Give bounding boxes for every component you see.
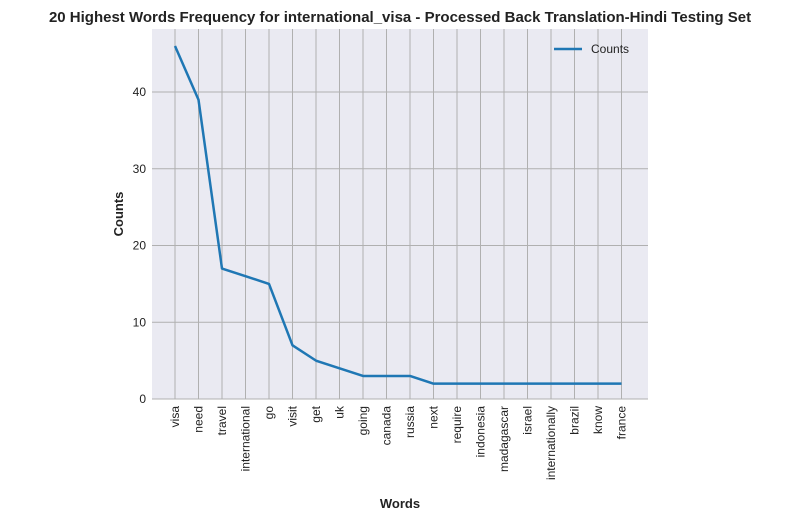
x-tick-label: visit: [286, 405, 300, 426]
y-tick-label: 30: [133, 162, 147, 176]
x-tick-label: get: [309, 405, 323, 422]
legend-label-counts: Counts: [591, 42, 629, 56]
y-axis-label: Counts: [111, 192, 126, 237]
y-gridlines: [152, 91, 648, 323]
x-tick-label: next: [427, 405, 441, 428]
x-tick-label: know: [591, 406, 605, 434]
x-tick-label: madagascar: [497, 406, 511, 472]
series-line-counts: [173, 45, 622, 385]
y-tick-label: 0: [139, 392, 146, 406]
x-gridlines: [174, 29, 622, 399]
x-tick-label: international: [239, 406, 253, 471]
x-tick-label: indonesia: [474, 406, 488, 458]
x-tick-label: going: [356, 406, 370, 435]
y-tick-label: 40: [133, 85, 147, 99]
x-tick-label: require: [450, 406, 464, 444]
x-tick-labels: visa need travel international go visit get uk g…: [168, 405, 629, 480]
plot-area: [152, 29, 648, 399]
x-tick-label: visa: [168, 406, 182, 428]
x-tick-label: canada: [380, 406, 394, 446]
y-tick-label: 10: [133, 315, 147, 329]
x-tick-label: brazil: [568, 406, 582, 435]
x-tick-label: need: [192, 406, 206, 433]
legend: Counts: [554, 42, 629, 56]
chart-title: 20 Highest Words Frequency for internati…: [49, 9, 751, 26]
x-tick-label: go: [262, 406, 276, 420]
y-tick-labels: 0 10 20 30 40: [133, 85, 147, 406]
y-tick-label: 20: [133, 239, 147, 253]
x-tick-label: france: [615, 406, 629, 440]
x-tick-label: uk: [333, 405, 347, 419]
x-tick-label: internationally: [544, 406, 558, 480]
data-points: [174, 45, 622, 384]
x-axis-label: Words: [380, 496, 420, 511]
x-tick-label: israel: [521, 406, 535, 435]
x-tick-label: travel: [215, 406, 229, 435]
x-tick-label: russia: [403, 406, 417, 438]
